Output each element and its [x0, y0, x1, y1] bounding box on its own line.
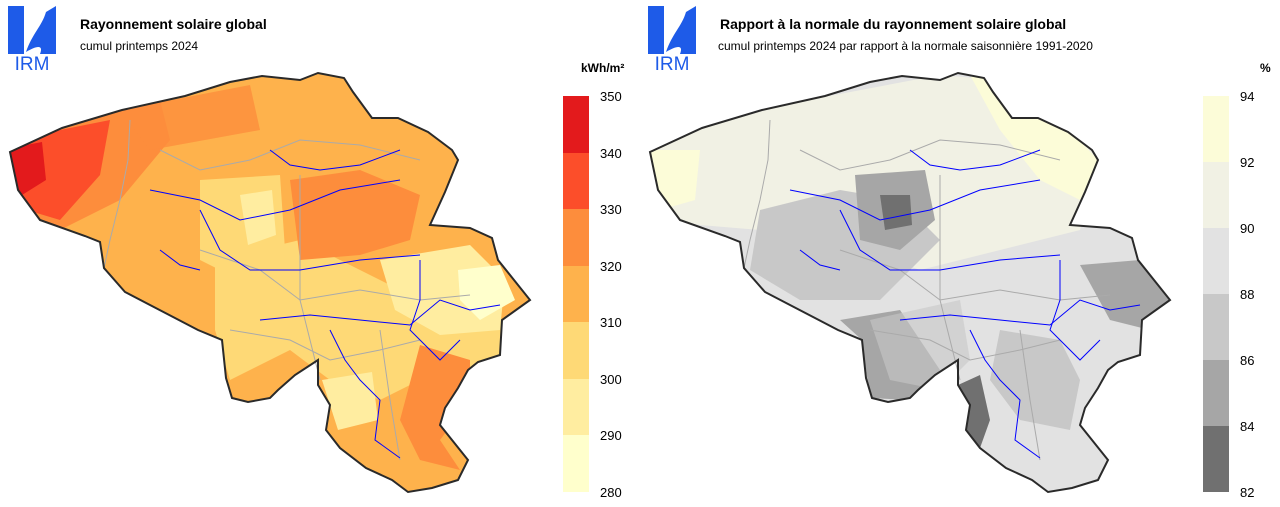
legend-tick: 290 [600, 428, 622, 443]
ratio-to-normal-panel: IRM Rapport à la normale du rayonnement … [640, 0, 1280, 507]
legend-tick: 90 [1240, 221, 1255, 236]
radiation-map [9, 72, 531, 493]
solar-radiation-panel: IRM Rayonnement solaire global cumul pri… [8, 6, 625, 500]
ratio-map [649, 72, 1171, 493]
legend-tick: 280 [600, 485, 622, 500]
map-title: Rapport à la normale du rayonnement sola… [720, 16, 1067, 32]
legend-unit: % [1260, 61, 1271, 75]
legend-swatch [563, 379, 589, 435]
legend-swatch [1203, 294, 1229, 360]
legend-swatch [563, 96, 589, 153]
legend-unit: kWh/m² [581, 61, 625, 75]
legend-tick: 94 [1240, 89, 1255, 104]
legend-tick: 92 [1240, 155, 1255, 170]
legend-swatch [1203, 426, 1229, 492]
legend-tick: 320 [600, 259, 622, 274]
legend-tick: 310 [600, 315, 622, 330]
legend-tick: 84 [1240, 419, 1255, 434]
svg-text:IRM: IRM [655, 54, 690, 72]
legend-swatch [1203, 162, 1229, 228]
map-title: Rayonnement solaire global [80, 16, 267, 32]
legend-swatch [1203, 228, 1229, 294]
legend-swatch [563, 435, 589, 492]
legend-swatch [1203, 96, 1229, 162]
legend-tick: 82 [1240, 485, 1255, 500]
svg-text:IRM: IRM [15, 54, 50, 72]
legend-swatch [563, 266, 589, 322]
legend-tick: 300 [600, 372, 622, 387]
map-subtitle: cumul printemps 2024 [80, 39, 199, 53]
ratio-legend [1203, 96, 1229, 492]
legend-swatch [563, 209, 589, 266]
legend-swatch [1203, 360, 1229, 426]
radiation-legend [563, 96, 589, 492]
irm-logo: IRM [8, 6, 56, 72]
map-subtitle: cumul printemps 2024 par rapport à la no… [718, 39, 1093, 53]
legend-tick: 86 [1240, 353, 1255, 368]
legend-swatch [563, 322, 589, 379]
legend-tick: 330 [600, 202, 622, 217]
legend-tick: 88 [1240, 287, 1255, 302]
irm-logo: IRM [648, 6, 696, 72]
legend-tick: 350 [600, 89, 622, 104]
legend-tick: 340 [600, 146, 622, 161]
legend-swatch [563, 153, 589, 209]
